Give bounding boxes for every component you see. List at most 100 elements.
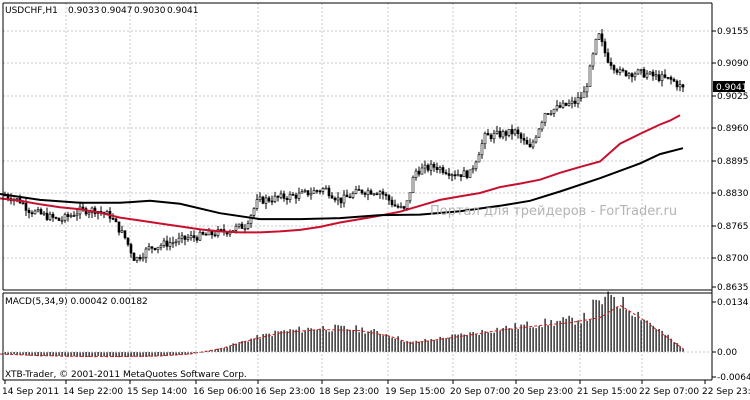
macd-histogram-bar: [178, 352, 180, 355]
candle-body: [123, 230, 127, 239]
candle-body: [636, 69, 640, 75]
candle-body: [633, 73, 637, 78]
macd-histogram-bar: [175, 352, 177, 356]
ma-fast-line: [0, 114, 681, 234]
macd-histogram-bar: [346, 329, 348, 352]
candle-body: [54, 217, 58, 219]
macd-histogram-bar: [649, 322, 651, 352]
macd-histogram-bar: [361, 327, 363, 352]
candle-body: [30, 212, 34, 215]
macd-histogram-bar: [415, 340, 417, 352]
candle-body: [240, 223, 244, 229]
macd-histogram-bar: [160, 352, 162, 356]
candle-body: [345, 194, 349, 198]
moving-averages: [0, 114, 684, 234]
candle-body: [120, 230, 124, 233]
macd-histogram-bar: [298, 326, 300, 352]
time-tick-label: 14 Sep 2011: [2, 387, 59, 397]
candle-body: [156, 246, 160, 250]
macd-histogram-bar: [265, 333, 267, 352]
candle-body: [246, 223, 250, 229]
time-tick-label: 22 Sep 07:00: [639, 387, 699, 397]
price-tick-label: 0.8960: [717, 124, 749, 134]
candle-body: [174, 241, 178, 244]
macd-histogram-bar: [217, 348, 219, 352]
candle-body: [51, 213, 55, 218]
candle-body: [546, 113, 550, 115]
macd-signal-line: [0, 304, 684, 357]
macd-histogram-bar: [349, 329, 351, 352]
candle-body: [213, 234, 217, 237]
macd-histogram-bar: [421, 341, 423, 352]
macd-histogram-bar: [646, 320, 648, 352]
candle-body: [543, 113, 547, 123]
candle-body: [159, 245, 163, 248]
high-price-label: 0.9047: [101, 6, 133, 16]
candle-body: [324, 187, 328, 190]
candle-body: [378, 191, 382, 195]
candle-body: [387, 195, 391, 201]
macd-histogram-bar: [223, 348, 225, 352]
macd-histogram-bar: [103, 352, 105, 357]
candle-body: [618, 69, 622, 73]
price-tick-label: 0.8700: [717, 254, 749, 264]
candle-body: [114, 218, 118, 223]
macd-histogram-bar: [559, 320, 561, 352]
candle-body: [390, 199, 394, 206]
current-price-marker: [713, 81, 745, 92]
time-tick-label: 20 Sep 07:00: [450, 387, 510, 397]
macd-histogram-bar: [385, 334, 387, 352]
macd-histogram-bar: [49, 352, 51, 356]
candle-body: [672, 79, 676, 82]
candle-body: [576, 97, 580, 104]
macd-histogram-bar: [610, 294, 612, 352]
candle-body: [282, 193, 286, 199]
close-price-label: 0.9041: [167, 6, 199, 16]
macd-histogram-bar: [565, 318, 567, 352]
candle-body: [237, 223, 241, 227]
macd-histogram-bar: [613, 297, 615, 352]
candle-body: [666, 77, 670, 79]
macd-histogram-bar: [13, 352, 15, 355]
macd-indicator-label: MACD(5,34,9) 0.00042 0.00182: [5, 297, 148, 307]
price-tick-label: 0.9090: [717, 59, 749, 69]
macd-histogram-bar: [313, 330, 315, 352]
macd-histogram-bar: [643, 319, 645, 352]
macd-histogram-bar: [256, 335, 258, 352]
macd-histogram-bar: [505, 325, 507, 352]
candle-body: [552, 108, 556, 114]
macd-histogram-bar: [379, 334, 381, 352]
macd-histogram-bar: [235, 343, 237, 352]
macd-histogram-bar: [523, 324, 525, 352]
candle-body: [21, 202, 25, 205]
candle-body: [318, 190, 322, 193]
macd-histogram-bar: [55, 352, 57, 357]
candle-body: [321, 188, 325, 192]
candle-body: [567, 102, 571, 106]
candle-body: [624, 70, 628, 77]
macd-histogram-bar: [442, 337, 444, 352]
macd-histogram-bar: [91, 352, 93, 357]
macd-histogram-bar: [475, 333, 477, 352]
candle-body: [417, 170, 421, 175]
candle-body: [588, 65, 592, 87]
macd-histogram-bar: [46, 352, 48, 356]
candle-body: [189, 235, 193, 239]
candle-body: [450, 174, 454, 176]
macd-histogram-bar: [592, 299, 594, 352]
macd-histogram-bar: [310, 328, 312, 352]
candle-body: [342, 194, 346, 204]
macd-histogram-bar: [586, 320, 588, 352]
macd-histogram-bar: [547, 325, 549, 352]
candle-body: [540, 121, 544, 130]
time-tick-label: 20 Sep 23:00: [513, 387, 573, 397]
macd-histogram-bar: [679, 346, 681, 352]
macd-histogram-bar: [31, 352, 33, 356]
candle-body: [591, 53, 595, 67]
time-tick-label: 15 Sep 14:00: [127, 387, 187, 397]
candle-body: [201, 231, 205, 235]
macd-histogram-bar: [61, 352, 63, 357]
macd-histogram-bar: [19, 352, 21, 356]
time-tick-label: 18 Sep 23:00: [319, 387, 379, 397]
